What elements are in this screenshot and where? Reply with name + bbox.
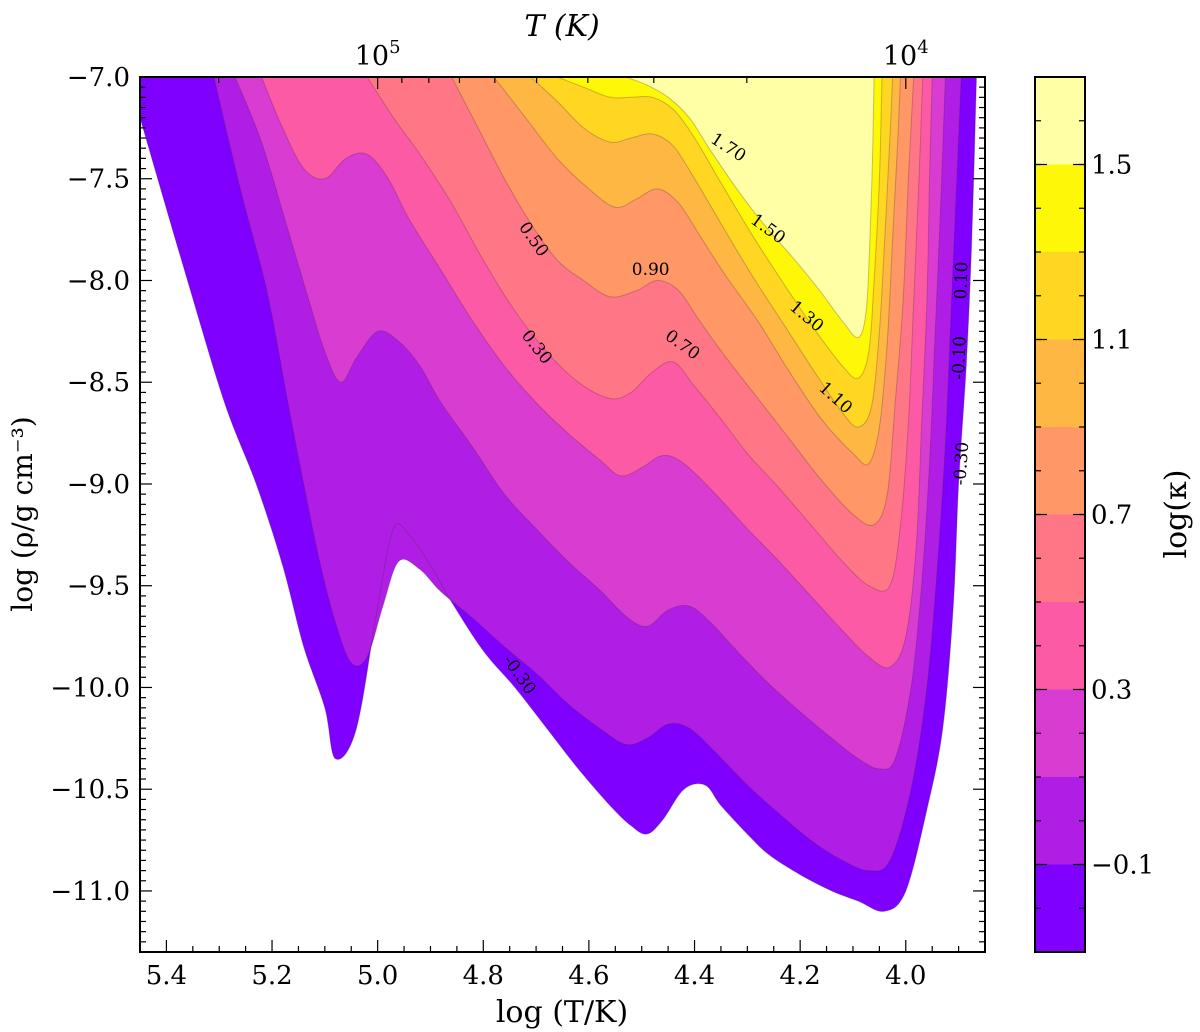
y-tick-label: −7.0 [67, 63, 130, 93]
contour-line [625, 77, 875, 339]
colorbar-segment [1035, 602, 1085, 690]
y-tick-label: −9.0 [67, 470, 130, 500]
x-tick-label: 5.2 [251, 961, 292, 991]
y-axis-ticks: −7.0 −7.5 −8.0 −8.5 −9.0 −9.5 −10.0 −10.5 −11.0 [50, 63, 985, 943]
colorbar-segment [1035, 252, 1085, 340]
x-tick-label: 4.2 [779, 961, 820, 991]
contour-line [213, 77, 962, 872]
y-axis-label: log (ρ/g cm⁻³) [6, 416, 39, 611]
colorbar-segment [1035, 689, 1085, 777]
contour-line [530, 77, 894, 428]
colorbar-segment [1035, 164, 1085, 252]
contour-label: 0.10 [951, 261, 972, 300]
contour-band [625, 77, 875, 338]
x-tick-label: 4.0 [885, 961, 926, 991]
x-axis-label: log (T/K) [496, 995, 628, 1030]
contour-line [451, 77, 915, 527]
y-tick-label: −9.5 [67, 572, 130, 602]
colorbar-tick-label: −0.1 [1091, 851, 1154, 881]
x-axis-ticks: 5.4 5.2 5.0 4.8 4.6 4.4 4.2 4.0 [146, 940, 960, 991]
contour-line [366, 77, 924, 592]
y-tick-label: −10.5 [50, 775, 130, 805]
x-tick-label: 5.4 [146, 961, 187, 991]
top-axis-ticks: 105 104 [218, 37, 929, 89]
colorbar-segment [1035, 77, 1085, 165]
contour-label: 0.90 [632, 260, 670, 280]
colorbar-tick-label: 0.3 [1091, 676, 1132, 706]
y-tick-label: −8.0 [67, 266, 130, 296]
colorbar-segment [1035, 514, 1085, 602]
contour-line [234, 77, 946, 770]
colorbar-tick-label: 1.5 [1091, 151, 1132, 181]
x-tick-label: 4.6 [568, 961, 609, 991]
colorbar-tick-label: 0.7 [1091, 501, 1132, 531]
colorbar-segment [1035, 339, 1085, 427]
contour-line [261, 77, 933, 669]
colorbar-segment [1035, 427, 1085, 515]
x-tick-label: 4.8 [463, 961, 504, 991]
y-tick-label: −8.5 [67, 368, 130, 398]
x-tick-label: 4.4 [674, 961, 715, 991]
contour-lines [140, 77, 977, 912]
colorbar-tick-label: 1.1 [1091, 326, 1132, 356]
x-tick-label: 5.0 [357, 961, 398, 991]
top-tick-label: 105 [355, 37, 401, 72]
top-tick-label: 104 [883, 37, 929, 72]
colorbar-segment [1035, 864, 1085, 952]
contour-line [140, 77, 977, 912]
y-tick-label: −10.0 [50, 673, 130, 703]
contour-bands [140, 77, 977, 912]
y-tick-label: −7.5 [67, 165, 130, 195]
top-axis-label: T (K) [524, 9, 599, 44]
colorbar-segment [1035, 777, 1085, 865]
contour-line [557, 77, 883, 380]
colorbar: −0.1 0.3 0.7 1.1 1.5 [1034, 76, 1154, 953]
colorbar-label: log(κ) [1159, 469, 1194, 558]
contour-line [493, 77, 901, 466]
y-tick-label: −11.0 [50, 877, 130, 907]
contour-label: -0.30 [950, 441, 973, 486]
contour-label: -0.10 [949, 336, 971, 380]
